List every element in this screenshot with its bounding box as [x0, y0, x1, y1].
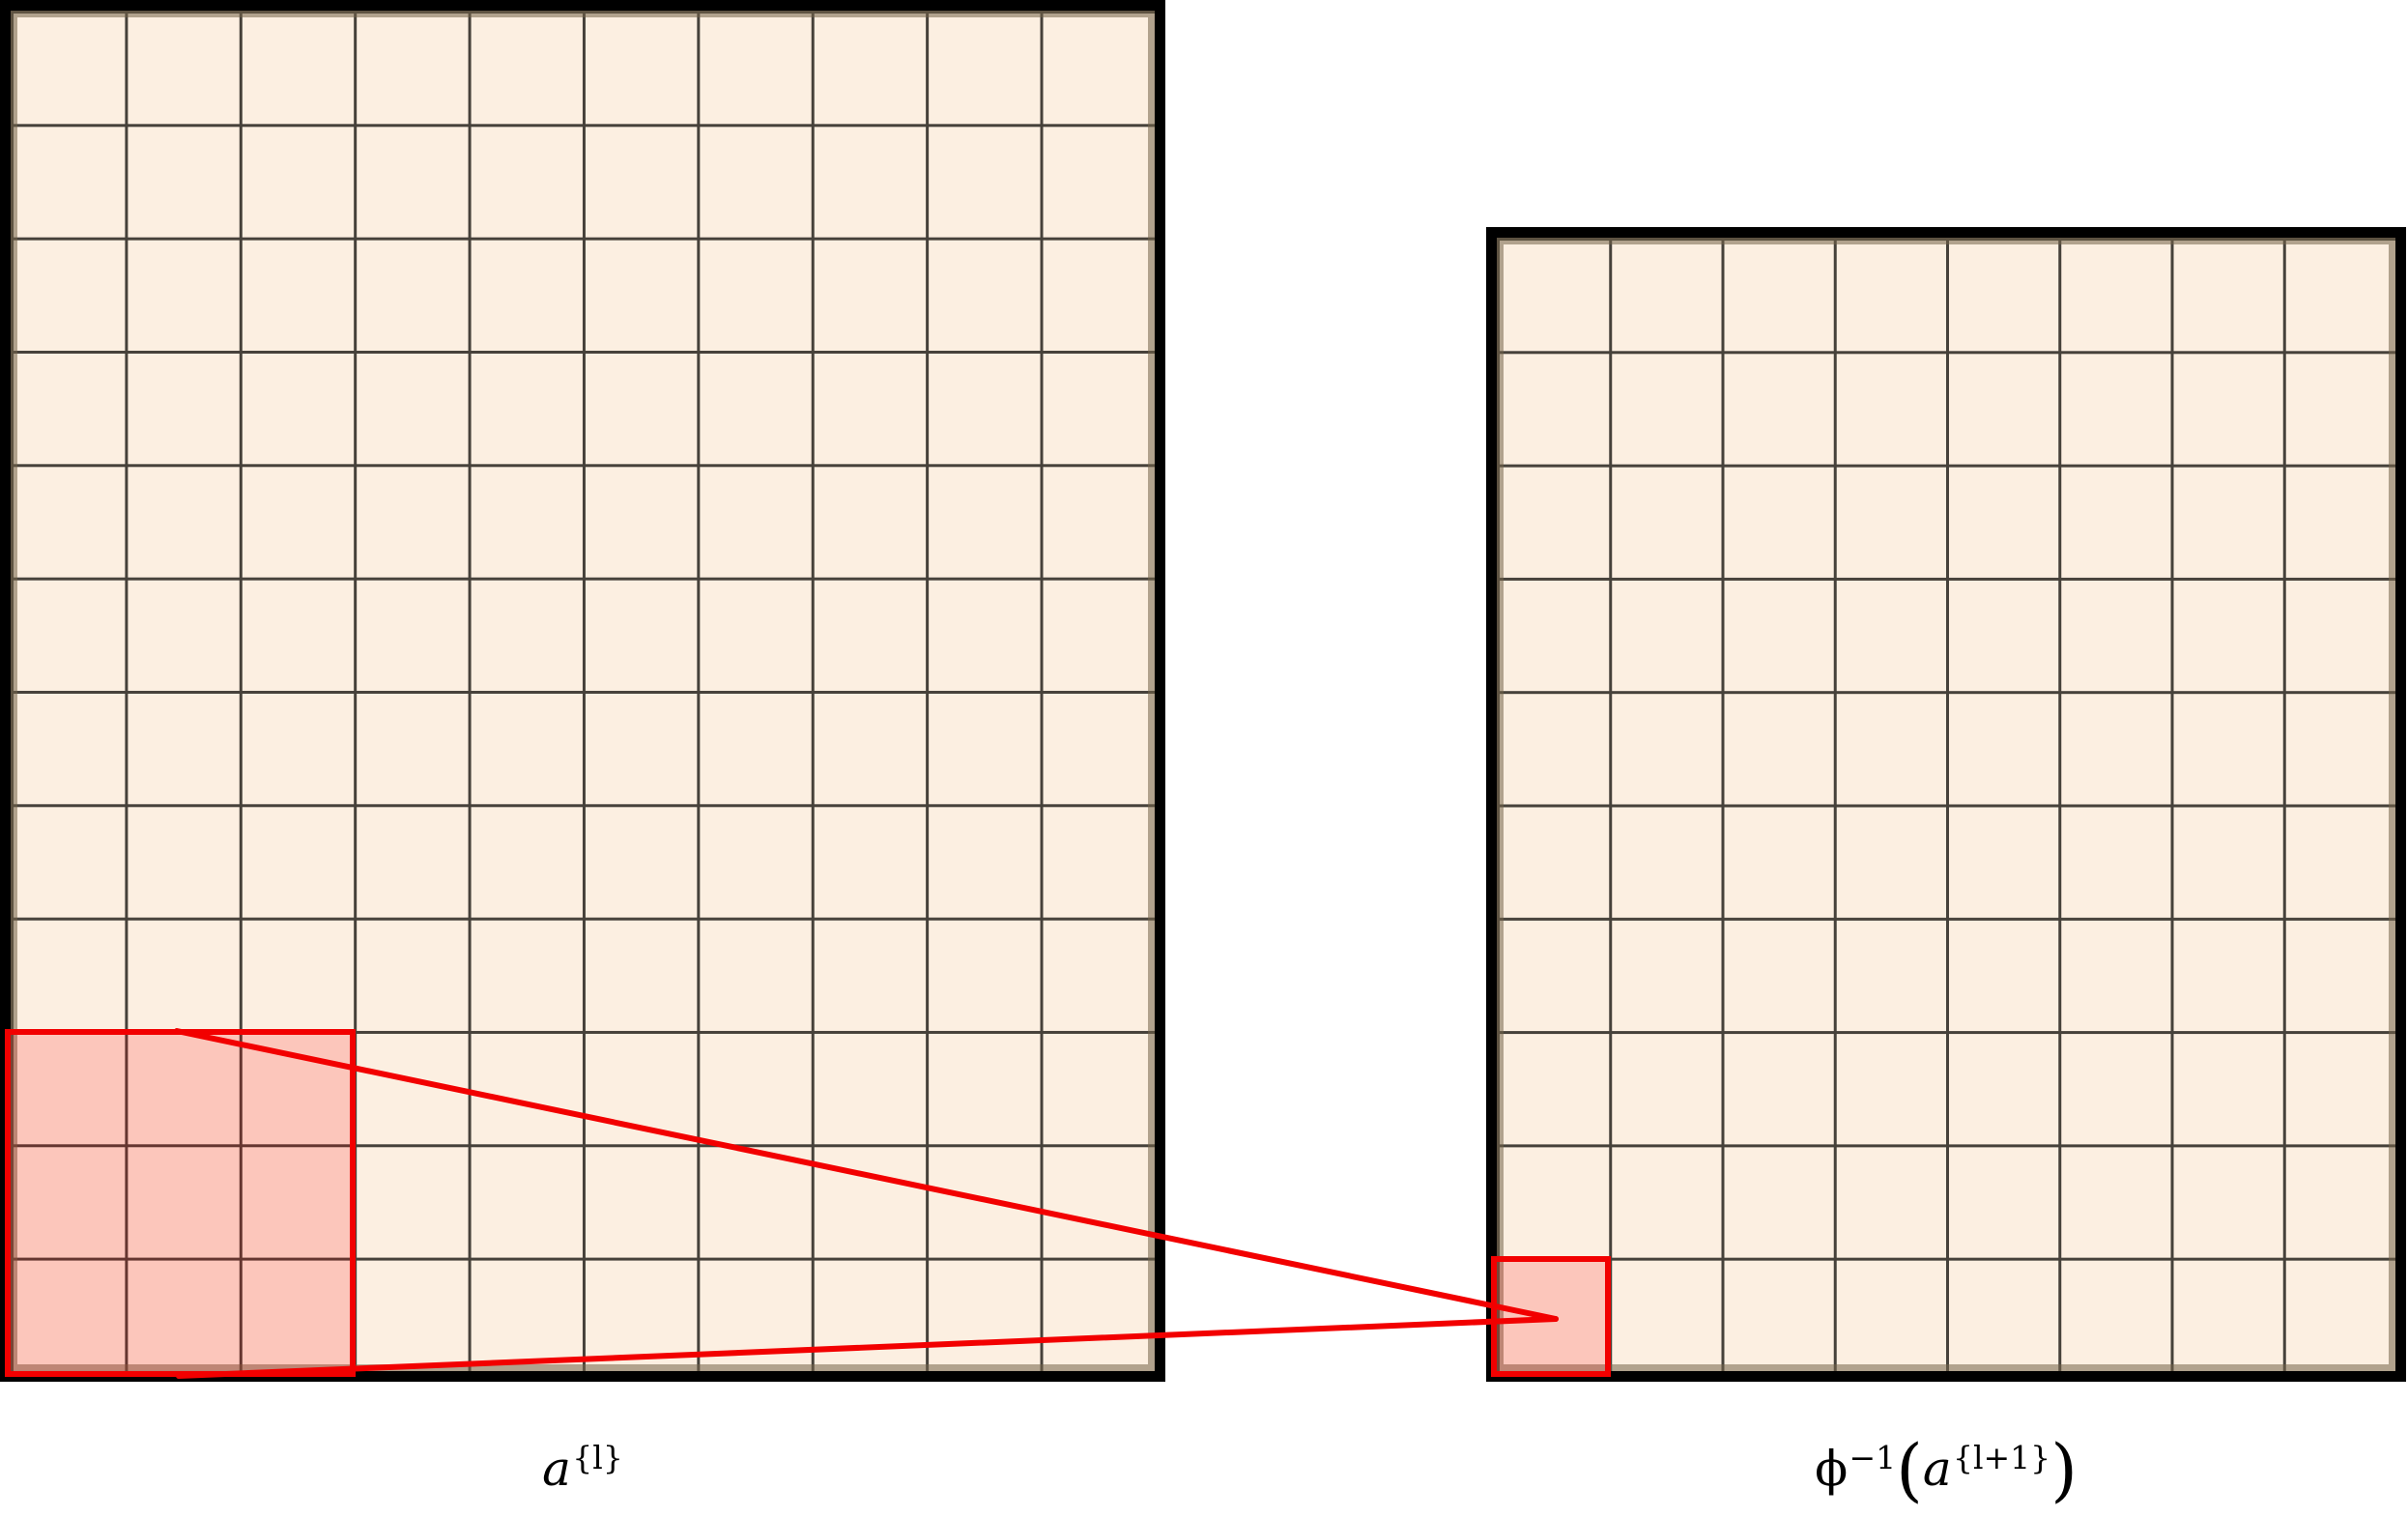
- input-grid-label: a{l}: [0, 1434, 1165, 1503]
- label-part-var: a: [1922, 1441, 1952, 1497]
- input-grid-highlight-region: [5, 1029, 357, 1377]
- label-part-sup: {l+1}: [1952, 1438, 2051, 1476]
- label-part-op: ϕ: [1815, 1441, 1849, 1497]
- output-grid-highlight-cell: [1491, 1255, 1612, 1377]
- inverse-pooled-activation-grid: [1486, 227, 2406, 1382]
- input-activation-grid: [0, 0, 1165, 1382]
- label-part-sup: {l}: [572, 1438, 623, 1476]
- label-part-sup: −1: [1849, 1438, 1897, 1476]
- output-grid-label: ϕ−1(a{l+1}): [1486, 1434, 2406, 1504]
- label-part-paren: (: [1896, 1429, 1923, 1510]
- label-part-var: a: [542, 1441, 571, 1497]
- label-part-paren: ): [2050, 1429, 2078, 1510]
